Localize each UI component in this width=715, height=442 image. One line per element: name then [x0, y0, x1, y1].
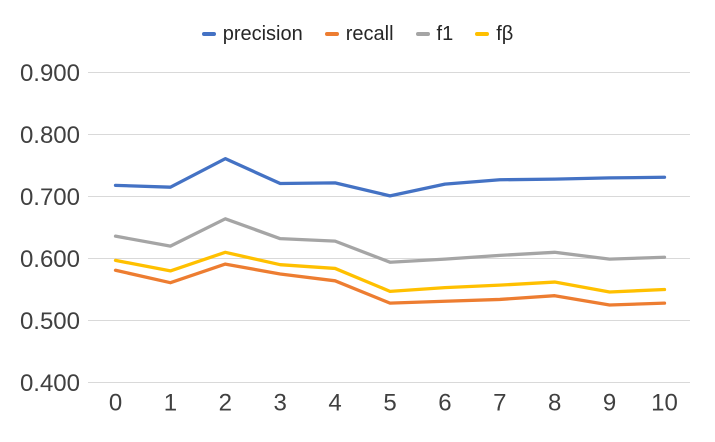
legend-item-recall: recall: [324, 23, 394, 45]
y-axis-tick-label: 0.800: [20, 122, 80, 149]
y-axis-tick-label: 0.500: [20, 308, 80, 335]
x-axis-tick-label: 5: [383, 390, 396, 417]
x-axis-tick-label: 6: [438, 390, 451, 417]
x-axis-tick-label: 8: [548, 390, 561, 417]
legend-item-f: fβ: [475, 24, 513, 44]
y-axis-tick-label: 0.600: [20, 246, 80, 273]
y-axis-tick-label: 0.400: [20, 370, 80, 397]
series-line-f1: [113, 217, 667, 264]
legend-label: precision: [222, 23, 303, 45]
legend-item-f1: f1: [415, 23, 454, 45]
x-axis-tick-label: 9: [603, 390, 616, 417]
x-axis-tick-label: 1: [164, 390, 177, 417]
legend-label: f1: [436, 23, 454, 45]
series-line-precision: [113, 157, 667, 198]
chart-legend: precision recall f1 fβ: [0, 20, 715, 48]
legend-label: recall: [345, 23, 394, 45]
x-axis-tick-label: 2: [219, 390, 232, 417]
y-axis-tick-label: 0.700: [20, 184, 80, 211]
x-axis-tick-label: 0: [109, 390, 122, 417]
legend-swatch-icon: [415, 31, 430, 37]
legend-label: fβ: [496, 23, 514, 45]
legend-item-precision: precision: [201, 23, 303, 45]
legend-swatch-icon: [475, 31, 490, 37]
x-axis-tick-label: 4: [328, 390, 341, 417]
x-axis-tick-label: 10: [651, 390, 678, 417]
x-axis-tick-label: 3: [274, 390, 287, 417]
x-axis-tick-label: 7: [493, 390, 506, 417]
y-axis-tick-label: 0.900: [20, 60, 80, 87]
series-line-recall: [113, 262, 667, 307]
series-line-f: [113, 250, 667, 294]
legend-swatch-icon: [324, 31, 339, 37]
legend-swatch-icon: [201, 31, 216, 37]
